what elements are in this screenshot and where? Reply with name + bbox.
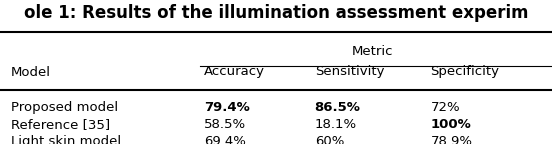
Text: 100%: 100%	[431, 118, 471, 131]
Text: 18.1%: 18.1%	[315, 118, 357, 131]
Text: Accuracy: Accuracy	[204, 66, 266, 78]
Text: 58.5%: 58.5%	[204, 118, 246, 131]
Text: Metric: Metric	[352, 45, 394, 58]
Text: Reference [35]: Reference [35]	[11, 118, 110, 131]
Text: 69.4%: 69.4%	[204, 135, 246, 144]
Text: Light skin model: Light skin model	[11, 135, 121, 144]
Text: Proposed model: Proposed model	[11, 101, 118, 114]
Text: ole 1: Results of the illumination assessment experim: ole 1: Results of the illumination asses…	[24, 4, 528, 22]
Text: Sensitivity: Sensitivity	[315, 66, 384, 78]
Text: Model: Model	[11, 66, 51, 78]
Text: 60%: 60%	[315, 135, 344, 144]
Text: 72%: 72%	[431, 101, 460, 114]
Text: 78.9%: 78.9%	[431, 135, 473, 144]
Text: Specificity: Specificity	[431, 66, 500, 78]
Text: 79.4%: 79.4%	[204, 101, 250, 114]
Text: 86.5%: 86.5%	[315, 101, 360, 114]
